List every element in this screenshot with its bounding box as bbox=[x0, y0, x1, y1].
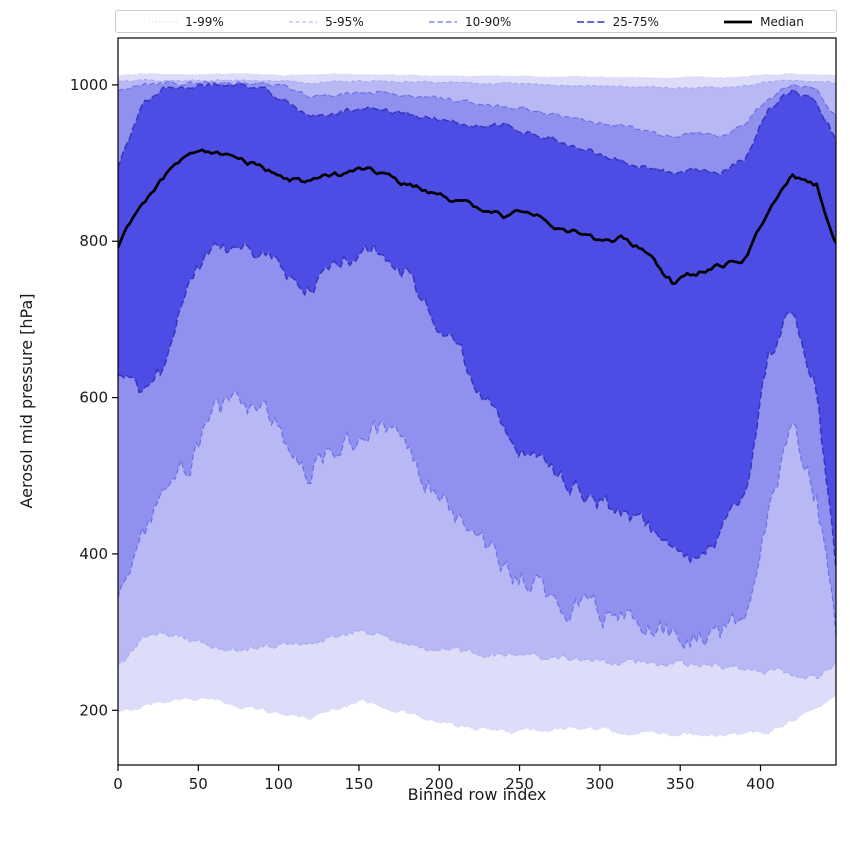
legend-entry: 5-95% bbox=[288, 15, 364, 29]
x-tick-label: 350 bbox=[666, 775, 695, 793]
band-fill-25-75% bbox=[118, 82, 836, 570]
legend-label: Median bbox=[760, 14, 804, 29]
band-edge-q90 bbox=[118, 80, 836, 139]
x-tick-label: 150 bbox=[345, 775, 374, 793]
median-line bbox=[118, 148, 836, 285]
x-tick-label: 50 bbox=[189, 775, 208, 793]
plot-frame bbox=[117, 37, 837, 766]
band-edge-q10 bbox=[118, 389, 836, 650]
y-tick-label: 600 bbox=[79, 389, 108, 407]
x-tick-label: 200 bbox=[425, 775, 454, 793]
y-tick-label: 1000 bbox=[70, 76, 108, 94]
legend-entry: 10-90% bbox=[428, 15, 511, 29]
plot-bands bbox=[118, 72, 836, 738]
legend-line-sample bbox=[289, 21, 318, 22]
legend-line-sample bbox=[724, 20, 753, 23]
x-tick-label: 400 bbox=[746, 775, 775, 793]
legend-entry: 1-99% bbox=[148, 15, 224, 29]
x-tick-label: 300 bbox=[586, 775, 615, 793]
y-tick-label: 800 bbox=[79, 232, 108, 250]
x-tick-label: 250 bbox=[505, 775, 534, 793]
legend-label: 25-75% bbox=[612, 14, 659, 29]
legend-line-sample bbox=[149, 21, 178, 22]
band-edge-q99 bbox=[118, 72, 836, 79]
y-axis-label: Aerosol mid pressure [hPa] bbox=[17, 293, 36, 508]
legend-line-sample bbox=[576, 20, 605, 23]
legend-line-sample bbox=[429, 20, 458, 23]
legend-entry: Median bbox=[723, 15, 804, 29]
axis-ticks: 0 50 100 150 200 250 300 350 400 200 400 600 800 1000 bbox=[70, 76, 775, 793]
x-tick-label: 100 bbox=[264, 775, 293, 793]
legend-label: 10-90% bbox=[465, 14, 512, 29]
band-edge-q95 bbox=[118, 78, 836, 90]
legend-label: 1-99% bbox=[185, 14, 224, 29]
legend: 1-99% 5-95% 10-90% 25-75% Median bbox=[115, 10, 837, 33]
band-edge-q5 bbox=[118, 628, 836, 681]
y-tick-label: 200 bbox=[79, 701, 108, 719]
legend-entry: 25-75% bbox=[576, 15, 659, 29]
x-axis-label: Binned row index bbox=[408, 785, 547, 804]
y-tick-label: 400 bbox=[79, 545, 108, 563]
x-tick-label: 0 bbox=[113, 775, 123, 793]
legend-label: 5-95% bbox=[325, 14, 364, 29]
